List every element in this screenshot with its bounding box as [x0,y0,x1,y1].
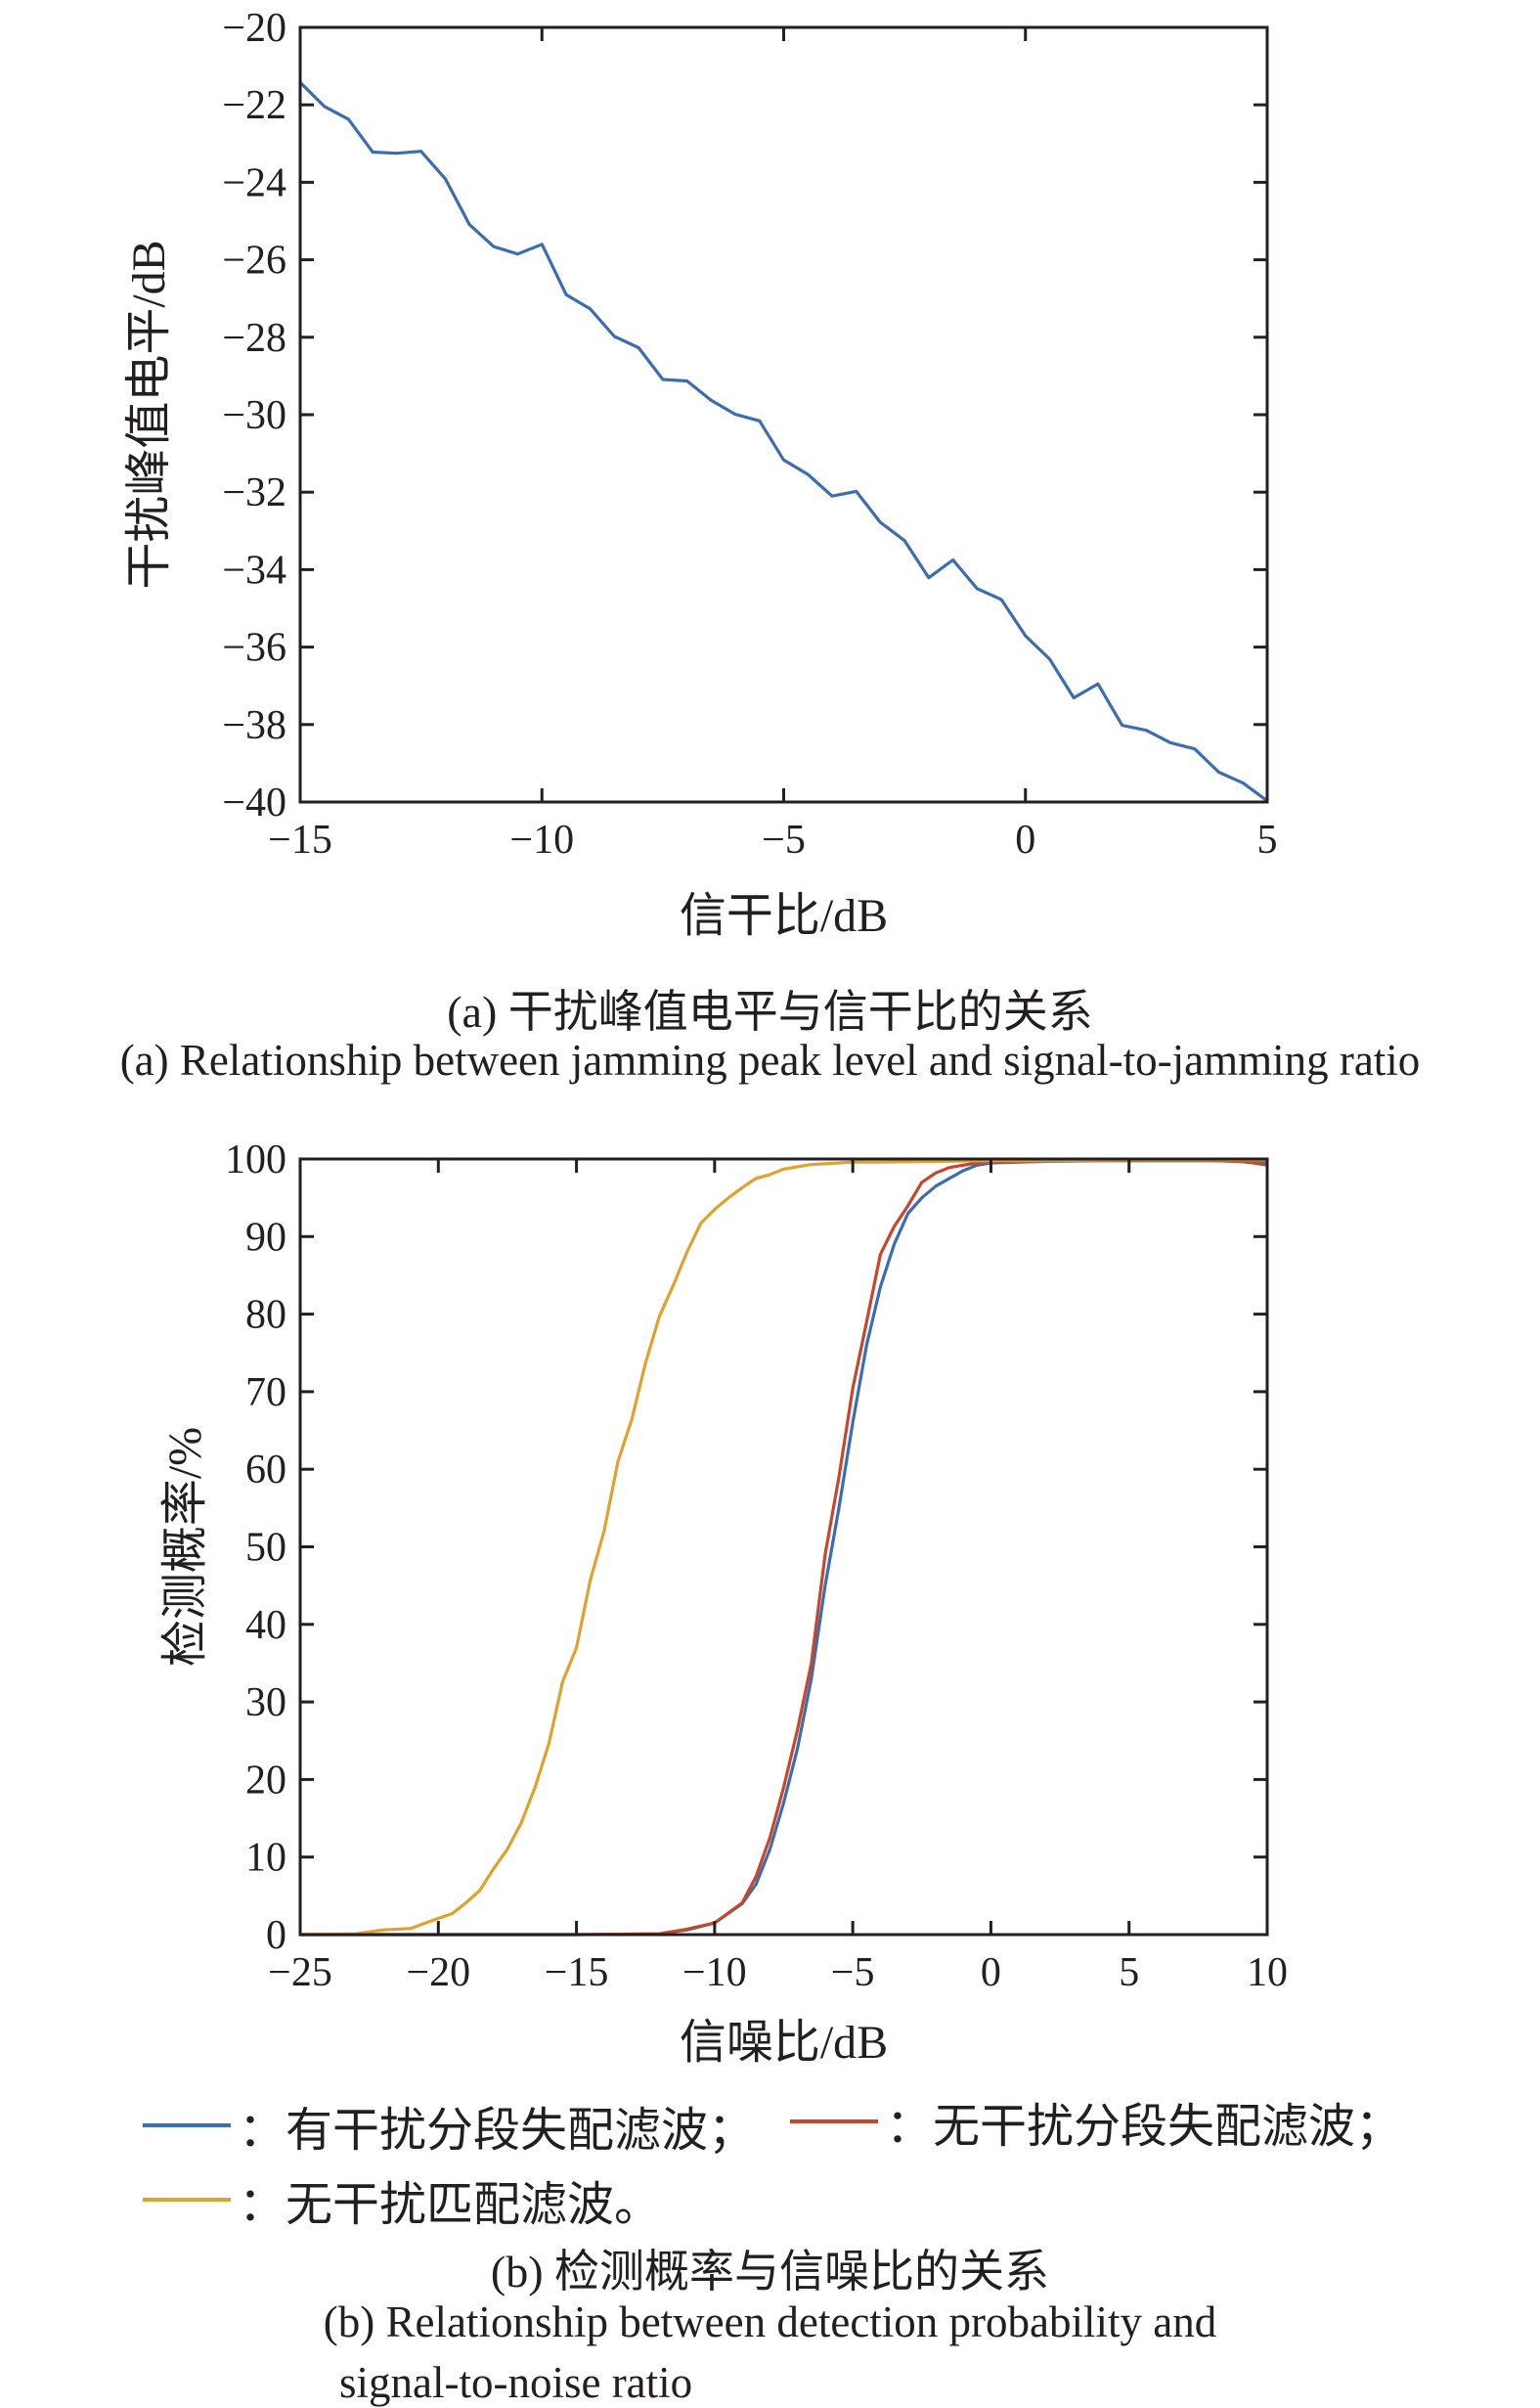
y-tick-label: −22 [222,83,286,128]
y-tick-label: −26 [222,239,286,284]
caption-a-cn: (a) 干扰峰值电平与信干比的关系 [447,987,1093,1037]
legend-item-red: ：无干扰分段失配滤波； [790,2087,1402,2156]
y-axis-label: 检测概率/% [159,1427,211,1667]
y-tick-label: 100 [225,1137,286,1182]
y-tick-label: 30 [245,1680,286,1725]
y-tick-label: −32 [222,470,286,515]
x-tick-label: 5 [1119,1950,1139,1995]
series-line-0 [300,1159,1268,1937]
series-line-1 [300,1159,1268,1937]
y-tick-label: 70 [245,1370,286,1415]
series-line-2 [299,1158,1267,1937]
legend-item-yellow: ：无干扰匹配滤波。 [143,2165,661,2234]
y-tick-label: 80 [245,1293,286,1338]
legend-label: ：无干扰分段失配滤波； [886,2101,1403,2153]
series-line-0 [298,81,1268,803]
x-tick-label: −5 [762,818,806,863]
caption-b-en-line1: (b) Relationship between detection proba… [323,2297,1217,2346]
x-tick-label: 10 [1247,1950,1288,1995]
chart-b-detection-probability: −25 −20 −15 −10 −5 0 5 100102030405060708090100… [159,1137,1288,2069]
y-tick-label: −40 [222,780,286,825]
y-tick-label: −38 [222,703,286,748]
legend-line-red [790,2119,878,2123]
y-tick-label: 20 [245,1758,286,1803]
x-tick-label: −10 [509,818,574,863]
legend-label: ：有干扰分段失配滤波； [239,2105,756,2157]
x-axis-label: 信干比/dB [680,890,888,942]
x-tick-label: −5 [831,1950,875,1995]
y-tick-label: −36 [222,626,286,671]
x-tick-label: 0 [981,1950,1001,1995]
y-tick-label: 60 [245,1448,286,1493]
y-tick-label: 50 [245,1526,286,1571]
plot-frame [298,1157,1269,1937]
y-tick-label: −30 [222,393,286,438]
y-tick-label: −34 [222,548,286,593]
legend-line-blue [143,2123,231,2127]
legend-label: ：无干扰匹配滤波。 [239,2179,662,2231]
x-tick-label: −15 [268,818,332,863]
caption-b-en-line2: signal-to-noise ratio [339,2358,693,2407]
y-axis-label: 干扰峰值电平/dB [123,240,175,589]
y-tick-label: 10 [245,1836,286,1881]
caption-b-cn: (b) 检测概率与信噪比的关系 [490,2247,1050,2297]
x-tick-label: −20 [406,1950,470,1995]
legend-line-yellow [143,2198,231,2202]
x-axis-label: 信噪比/dB [680,2017,888,2069]
y-tick-label: 0 [266,1913,286,1958]
x-tick-label: −25 [268,1950,332,1995]
y-tick-label: −28 [222,316,286,361]
y-tick-label: 40 [245,1603,286,1648]
x-tick-label: 0 [1015,818,1035,863]
x-tick-label: 5 [1257,818,1278,863]
y-tick-label: −20 [222,6,286,51]
y-tick-label: 90 [245,1215,286,1260]
x-tick-label: −10 [682,1950,747,1995]
caption-a-en: (a) Relationship between jamming peak le… [119,1036,1421,1085]
plot-frame [298,25,1269,804]
legend-item-blue: ：有干扰分段失配滤波； [143,2091,755,2160]
chart-a-jamming-peak-level: −15 −10 −5 0 5 −20 −22 −24 −26 −28 −30 −32 −34 −36 −38… [123,6,1278,942]
x-tick-label: −15 [545,1950,609,1995]
y-tick-label: −24 [222,160,286,205]
